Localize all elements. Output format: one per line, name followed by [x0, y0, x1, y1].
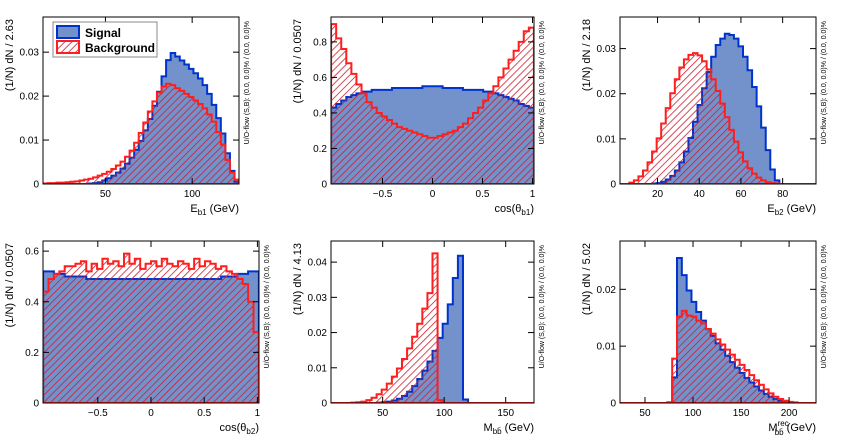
x-tick-label: −0.5: [373, 189, 393, 200]
panel-cos-theta-b1: −0.5 0 0.5 1 0 0.2 0.4 0.6 0.8 cos(θb1) (1/N) dN /…: [292, 16, 546, 217]
x-tick-label: 1: [530, 189, 536, 200]
y-axis-title: (1/N) dN / 4.13: [292, 243, 304, 315]
y-tick-label: 0: [33, 180, 39, 191]
x-tick-label: 20: [652, 189, 664, 200]
x-tick-label: 80: [777, 189, 789, 200]
x-axis-title: cos(θb1): [495, 203, 534, 217]
y-tick-label: 0.02: [308, 328, 328, 339]
x-axis-title: Eb2 (GeV): [767, 203, 816, 217]
background-histogram: [620, 52, 816, 184]
x-tick-label: 0.5: [476, 189, 490, 200]
y-tick-label: 0.4: [313, 108, 327, 119]
background-histogram: [620, 309, 816, 403]
y-tick-label: 0.03: [308, 293, 328, 304]
overflow-label: U/O-flow (S,B): (0.0, 0.0)% / (0.0, 0.0)…: [264, 245, 271, 368]
y-tick-label: 0: [610, 180, 616, 191]
y-tick-label: 0: [321, 180, 327, 191]
x-tick-label: 60: [735, 189, 747, 200]
y-tick-label: 0: [610, 399, 616, 410]
x-tick-label: 40: [694, 189, 706, 200]
y-axis-title: (1/N) dN / 0.0507: [4, 243, 16, 327]
y-tick-label: 0: [33, 399, 39, 410]
y-axis-title: (1/N) dN / 2.18: [581, 19, 593, 91]
legend-background-swatch: [56, 40, 80, 54]
x-tick-label: 1: [255, 408, 261, 419]
x-tick-label: 100: [436, 408, 453, 419]
x-tick-label: 50: [377, 408, 389, 419]
x-axis-title: Mbb̄ (GeV): [484, 422, 534, 436]
x-tick-label: 200: [781, 408, 798, 419]
x-tick-label: 0: [148, 408, 154, 419]
x-tick-label: 50: [639, 408, 651, 419]
x-axis-title: Mrec bb̄ (GeV): [768, 419, 816, 436]
legend: Signal Background: [52, 21, 158, 58]
x-tick-label: 100: [685, 408, 702, 419]
legend-background-label: Background: [85, 41, 155, 55]
overflow-label: U/O-flow (S,B): (0.0, 0.0)% / (0.0, 0.0)…: [244, 21, 251, 144]
x-tick-label: 150: [733, 408, 750, 419]
y-tick-label: 0.01: [597, 134, 617, 145]
x-tick-label: −0.5: [88, 408, 108, 419]
y-tick-label: 0.02: [20, 92, 40, 103]
legend-signal-label: Signal: [85, 26, 121, 40]
y-tick-label: 0.04: [308, 258, 328, 269]
overflow-label: U/O-flow (S,B): (0.0, 0.0)% / (0.0, 0.0)…: [539, 21, 546, 144]
y-tick-label: 0.02: [597, 89, 617, 100]
y-axis-title: (1/N) dN / 2.63: [4, 19, 16, 91]
x-tick-label: 150: [497, 408, 514, 419]
overflow-label: U/O-flow (S,B): (0.0, 0.0)% / (0.0, 0.0)…: [821, 21, 828, 144]
y-tick-label: 0.01: [597, 342, 617, 353]
y-tick-label: 0.8: [313, 37, 327, 48]
legend-signal-swatch: [56, 25, 80, 39]
x-tick-label: 0.5: [197, 408, 211, 419]
panel-mbb: 50 100 150 0 0.01 0.02 0.03 0.04 Mbb̄ (GeV) (1/N)…: [292, 240, 546, 436]
x-tick-label: 100: [184, 189, 201, 200]
panel-cos-theta-b2: −0.5 0 0.5 1 0 0.2 0.4 0.6 cos(θb2) (1/N) dN / 0.…: [4, 240, 271, 436]
panel-eb2: 20 40 60 80 0 0.01 0.02 0.03 Eb2 (GeV) (1/N) dN /…: [581, 16, 828, 217]
panel-eb1: 50 100 0 0.01 0.02 0.03 Eb1 (GeV) (1/N) dN / 2.…: [4, 16, 251, 217]
plot-frame: [42, 16, 240, 185]
y-axis-title: (1/N) dN / 0.0507: [292, 19, 304, 103]
y-tick-label: 0.02: [597, 285, 617, 296]
background-histogram: [43, 82, 239, 184]
y-tick-label: 0.03: [597, 44, 617, 55]
x-tick-label: 0: [430, 189, 436, 200]
x-axis-title: Eb1 (GeV): [190, 203, 239, 217]
x-tick-label: 50: [100, 189, 112, 200]
plot-frame: [619, 16, 817, 185]
panel-mbb-rec: 50 100 150 200 0 0.01 0.02 Mrec bb̄ (GeV) (1/N) d…: [581, 240, 828, 436]
y-tick-label: 0.01: [20, 136, 40, 147]
y-tick-label: 0.2: [313, 144, 327, 155]
y-axis-title: (1/N) dN / 5.02: [581, 243, 593, 315]
x-axis-title: cos(θb2): [220, 422, 259, 436]
y-tick-label: 0.4: [25, 297, 39, 308]
background-histogram: [331, 252, 534, 403]
y-tick-label: 0.6: [25, 247, 39, 258]
background-histogram: [43, 252, 259, 403]
overflow-label: U/O-flow (S,B): (0.0, 0.0)% / (0.0, 0.0)…: [821, 245, 828, 368]
y-tick-label: 0.2: [25, 348, 39, 359]
y-tick-label: 0.03: [20, 48, 40, 59]
background-histogram: [331, 23, 534, 184]
y-tick-label: 0.01: [308, 363, 328, 374]
plot-frame: [619, 240, 817, 404]
plot-frame: [330, 240, 535, 404]
y-tick-label: 0: [321, 399, 327, 410]
overflow-label: U/O-flow (S,B): (0.0, 0.0)% / (0.0, 0.0)…: [539, 245, 546, 368]
y-tick-label: 0.6: [313, 73, 327, 84]
